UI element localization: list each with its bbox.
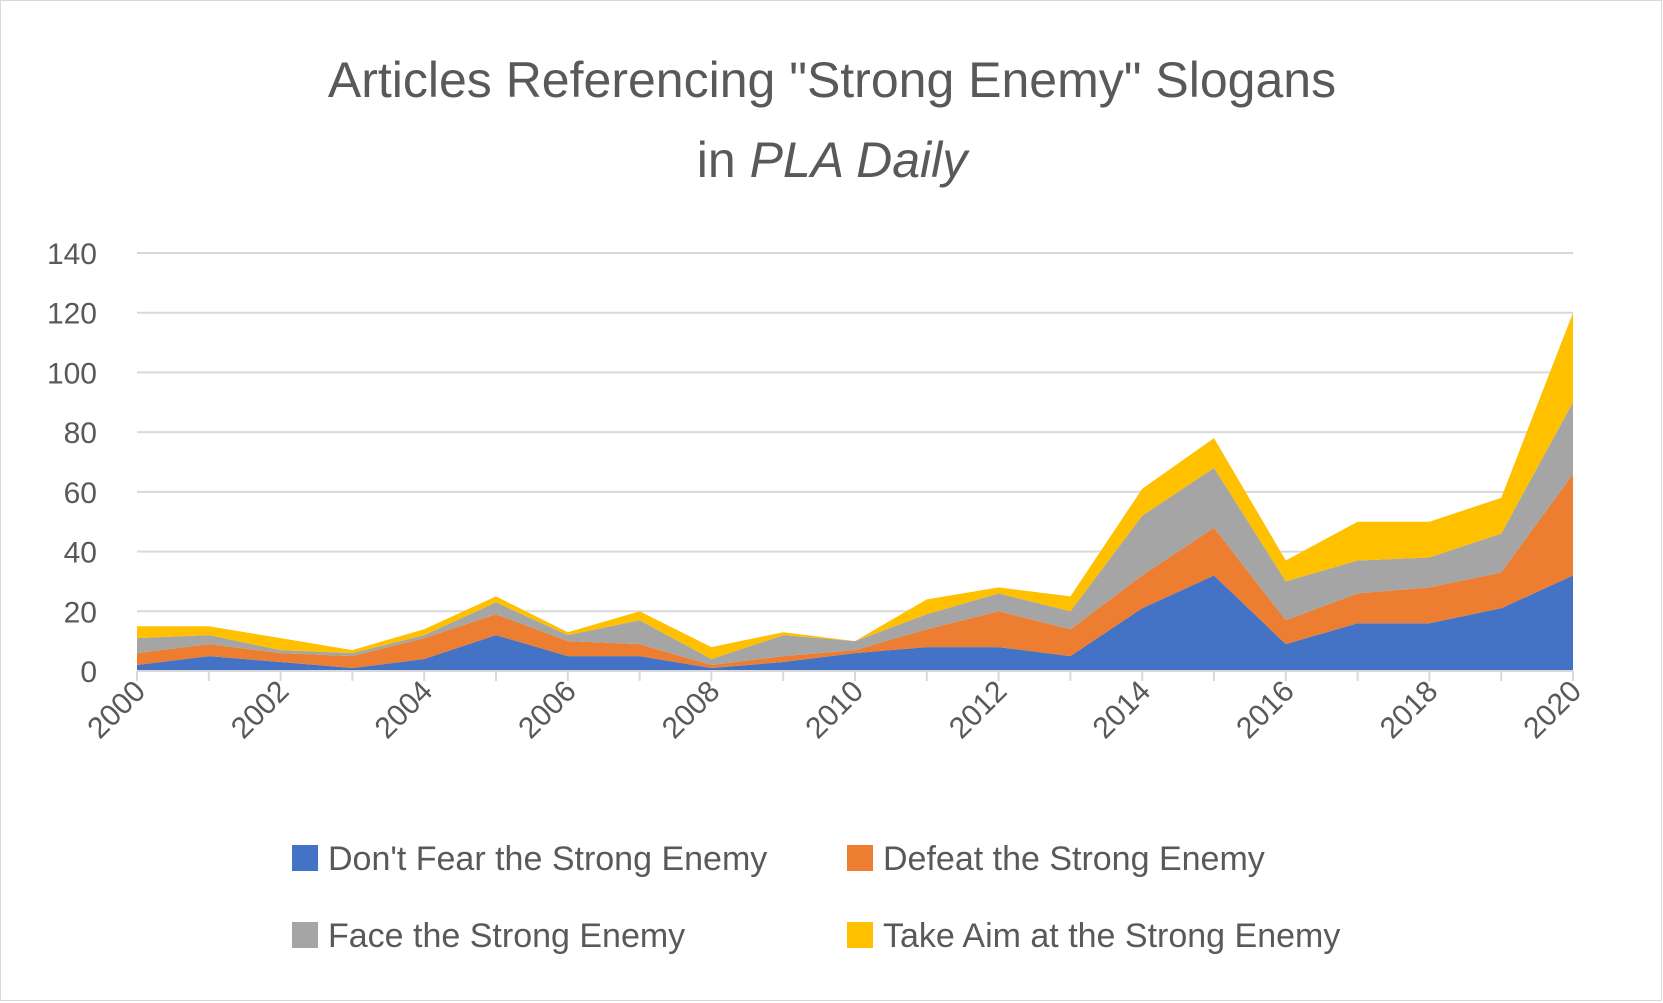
axes [136,670,1574,681]
y-tick-label: 0 [80,656,97,689]
legend-swatch-2 [847,845,873,871]
x-tick-label: 2006 [512,675,583,746]
y-tick-label: 140 [47,238,97,271]
area-series [137,312,1573,671]
legend: Don't Fear the Strong Enemy Defeat the St… [292,840,1340,955]
chart-title-prefix: in [697,132,750,188]
y-tick-label: 20 [64,596,97,629]
chart-title-line2: in PLA Daily [697,132,970,188]
x-tick-label: 2008 [656,675,727,746]
legend-label-2: Defeat the Strong Enemy [883,840,1265,878]
chart-title-italic: PLA Daily [750,132,971,188]
chart-title-line1: Articles Referencing "Strong Enemy" Slog… [328,52,1336,108]
x-tick-label: 2010 [799,675,870,746]
legend-label-4: Take Aim at the Strong Enemy [883,917,1340,955]
x-tick-label: 2004 [369,675,440,746]
y-tick-label: 60 [64,477,97,510]
x-tick-label: 2020 [1517,675,1588,746]
area-series-2 [137,473,1573,669]
x-tick-label: 2016 [1230,675,1301,746]
x-tick-label: 2012 [943,675,1014,746]
area-series-1 [137,575,1573,671]
x-tick-label: 2014 [1087,675,1158,746]
legend-swatch-4 [847,922,873,948]
y-tick-label: 120 [47,298,97,331]
gridlines [137,252,1573,613]
y-tick-label: 80 [64,417,97,450]
area-series-3 [137,402,1573,666]
x-tick-label: 2002 [225,675,296,746]
y-tick-label: 100 [47,357,97,390]
legend-swatch-3 [292,922,318,948]
x-tick-label: 2018 [1374,675,1445,746]
legend-label-3: Face the Strong Enemy [328,917,685,955]
x-axis-ticks: 2000 2002 2004 2006 2008 2010 2012 2014 2016 2018… [81,675,1588,746]
legend-swatch-1 [292,845,318,871]
y-axis-ticks: 0 20 40 60 80 100 120 140 [47,238,97,689]
legend-label-1: Don't Fear the Strong Enemy [328,840,767,878]
y-tick-label: 40 [64,537,97,570]
